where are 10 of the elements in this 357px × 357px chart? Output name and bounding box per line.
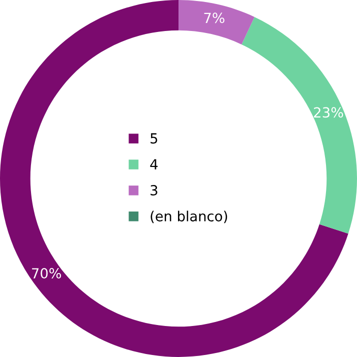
donut-slice [0,0,348,357]
data-label: 70% [32,268,62,279]
legend-label: 3 [150,184,158,196]
legend-label: 5 [150,133,158,144]
donut-slice [178,0,254,44]
legend-label: 4 [150,159,158,170]
donut-slice [242,16,357,234]
legend-label: (en blanco) [150,210,228,224]
data-label: 7% [204,12,224,24]
data-label: 23% [314,107,344,118]
